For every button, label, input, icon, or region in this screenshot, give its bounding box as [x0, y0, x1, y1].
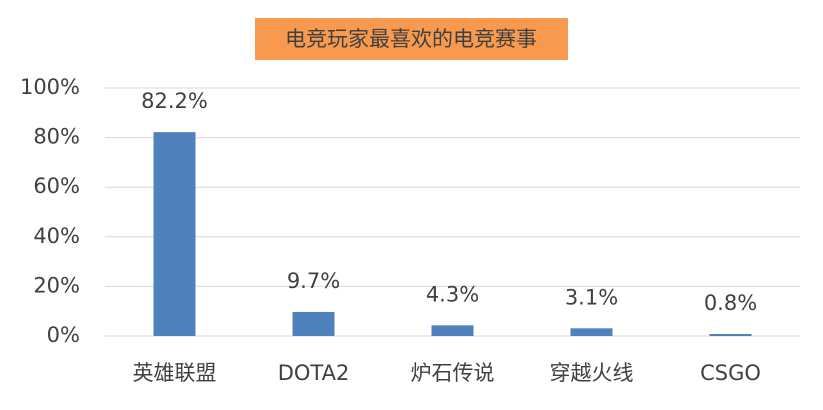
- x-tick-label: 炉石传说: [411, 361, 495, 385]
- x-tick-label: DOTA2: [278, 361, 350, 385]
- y-tick-label: 60%: [33, 174, 80, 198]
- x-tick-label: CSGO: [700, 361, 761, 385]
- y-tick-label: 0%: [47, 323, 80, 347]
- y-tick-label: 40%: [33, 224, 80, 248]
- chart-title: 电竞玩家最喜欢的电竞赛事: [285, 27, 537, 51]
- title-box: [255, 18, 568, 60]
- bar: [153, 132, 196, 336]
- x-tick-label: 英雄联盟: [133, 361, 217, 385]
- y-tick-label: 20%: [33, 273, 80, 297]
- bar: [292, 311, 335, 336]
- data-label: 9.7%: [287, 269, 340, 293]
- data-label: 0.8%: [704, 291, 757, 315]
- bar: [431, 325, 474, 336]
- data-label: 82.2%: [141, 89, 208, 113]
- bar: [709, 334, 752, 336]
- data-label: 4.3%: [426, 282, 479, 306]
- y-tick-label: 100%: [20, 75, 80, 99]
- y-tick-label: 80%: [33, 125, 80, 149]
- bar: [570, 328, 613, 336]
- data-label: 3.1%: [565, 285, 618, 309]
- x-tick-label: 穿越火线: [550, 361, 634, 385]
